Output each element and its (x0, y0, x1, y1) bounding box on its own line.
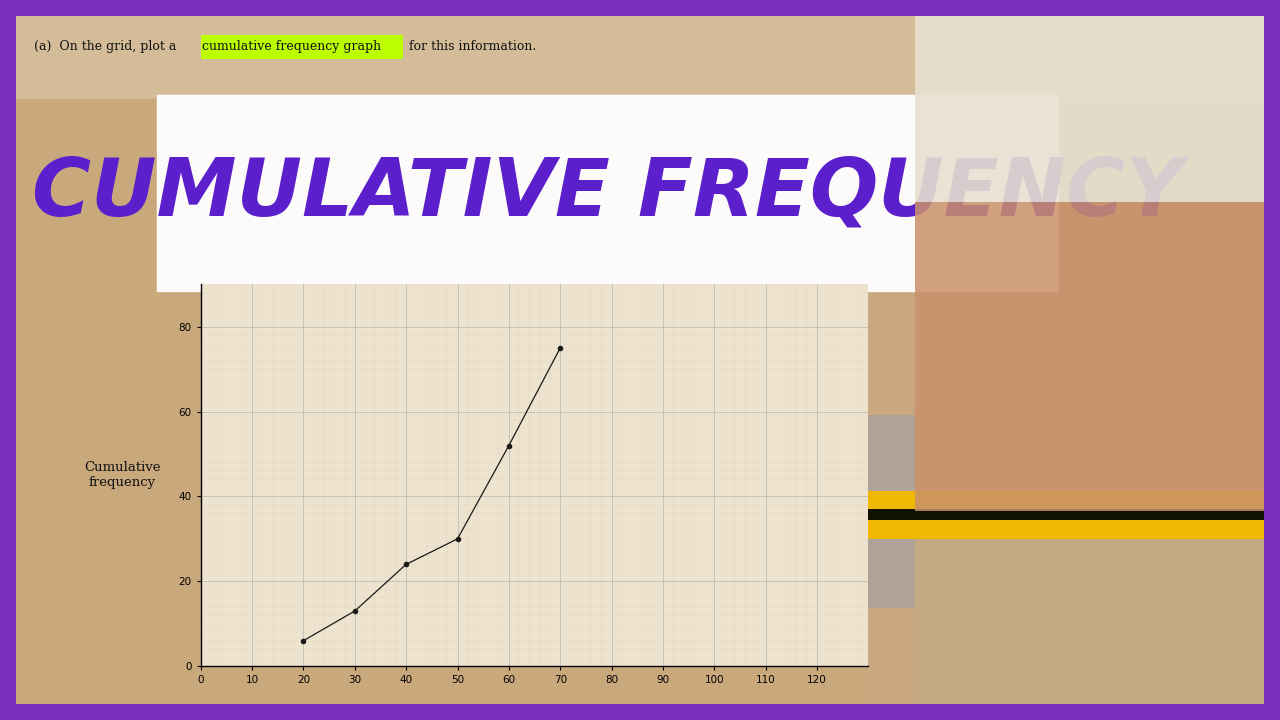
Text: for this information.: for this information. (404, 40, 536, 53)
FancyBboxPatch shape (914, 202, 1265, 511)
Polygon shape (571, 491, 1265, 539)
FancyBboxPatch shape (914, 16, 1265, 704)
Text: (a)  On the grid, plot a: (a) On the grid, plot a (35, 40, 180, 53)
Text: cumulative frequency graph: cumulative frequency graph (202, 40, 381, 53)
FancyBboxPatch shape (157, 95, 1059, 291)
Polygon shape (571, 509, 1265, 520)
FancyBboxPatch shape (914, 16, 1265, 202)
FancyBboxPatch shape (865, 120, 1265, 704)
FancyBboxPatch shape (201, 35, 403, 58)
FancyBboxPatch shape (566, 415, 915, 608)
Text: Cumulative
frequency: Cumulative frequency (83, 462, 160, 490)
FancyBboxPatch shape (553, 480, 575, 518)
FancyBboxPatch shape (15, 16, 914, 704)
Text: CUMULATIVE FREQUENCY: CUMULATIVE FREQUENCY (32, 154, 1183, 232)
FancyBboxPatch shape (15, 16, 1265, 99)
